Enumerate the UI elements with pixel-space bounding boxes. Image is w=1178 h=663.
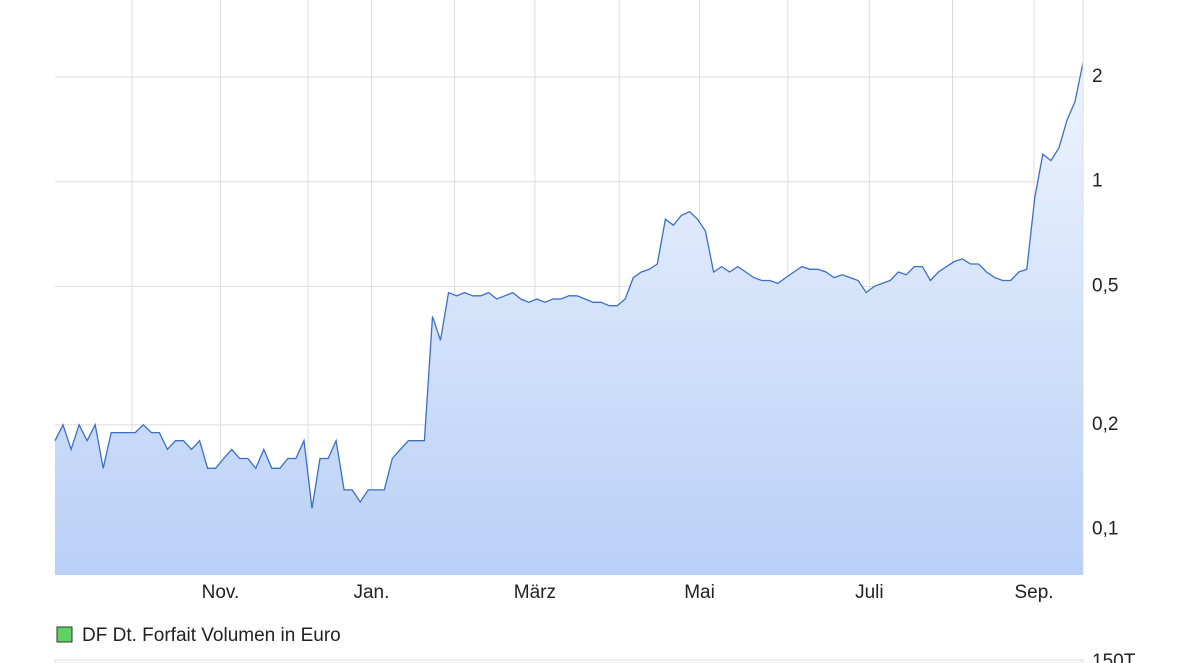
x-tick-label: Nov.: [202, 582, 240, 603]
legend-label: DF Dt. Forfait Volumen in Euro: [82, 625, 341, 646]
x-tick-label: Jan.: [353, 582, 389, 603]
x-tick-label: Sep.: [1014, 582, 1053, 603]
x-tick-label: Mai: [684, 582, 715, 603]
volume-panel-border: [54, 659, 1084, 663]
y-tick-label: 0,1: [1092, 519, 1118, 540]
area: [55, 62, 1083, 576]
x-tick-label: März: [514, 582, 556, 603]
legend-swatch: [56, 626, 73, 643]
y-tick-label: 0,5: [1092, 275, 1118, 296]
y-tick-label: 2: [1092, 66, 1103, 87]
volume-tick-label: 150T: [1092, 651, 1136, 663]
y-tick-label: 0,2: [1092, 414, 1118, 435]
line: [54, 62, 1084, 509]
x-tick-label: Juli: [855, 582, 884, 603]
y-tick-label: 1: [1092, 171, 1103, 192]
